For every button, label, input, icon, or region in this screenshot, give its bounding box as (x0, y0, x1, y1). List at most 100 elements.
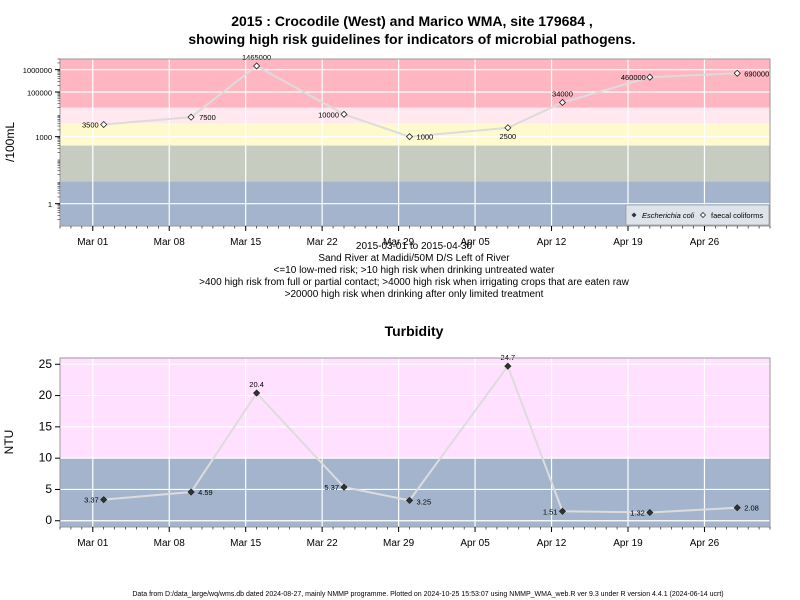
legend-fc-marker (699, 211, 707, 219)
data-label: 690000 (744, 69, 769, 78)
data-point (558, 507, 567, 515)
data-label: 3.37 (84, 496, 99, 505)
data-label: 1000 (417, 133, 434, 142)
caption-guideline-3: >20000 high risk when drinking after onl… (285, 289, 544, 300)
data-point (504, 124, 512, 132)
microbial-x-ticks: Mar 01 Mar 08 Mar 15 Mar 22 Mar 29 Apr 05 Apr … (59, 226, 771, 248)
chart-title-line2: showing high risk guidelines for indicat… (188, 31, 635, 47)
data-label: 7500 (199, 113, 216, 122)
data-label: 2500 (500, 132, 517, 141)
data-point (646, 508, 654, 517)
microbial-plot-frame (59, 58, 771, 227)
data-label: 1.51 (543, 507, 558, 516)
microbial-y-ticks: 1000000 100000 1000 1 (23, 58, 60, 220)
data-point (100, 496, 108, 504)
turbidity-plot-frame (59, 357, 771, 528)
x-tick-label: Mar 08 (154, 538, 186, 549)
risk-band-3 (60, 107, 770, 124)
data-label: 460000 (621, 73, 646, 82)
data-point (253, 389, 261, 397)
x-tick-label: Apr 05 (460, 538, 490, 549)
risk-band-1 (60, 358, 770, 459)
legend-ecoli-marker (631, 212, 637, 218)
chart-title-line1: 2015 : Crocodile (West) and Marico WMA, … (231, 13, 593, 29)
x-tick-label: Mar 22 (307, 237, 339, 248)
x-tick-label: Mar 15 (230, 237, 262, 248)
y-tick-label: 10 (39, 451, 53, 465)
x-tick-label: Apr 05 (460, 237, 490, 248)
data-label: 3.25 (417, 497, 432, 506)
data-point (558, 98, 567, 107)
caption-date-range: 2015-03-01 to 2015-04-30 (356, 241, 473, 252)
legend-box (625, 204, 770, 226)
caption-guideline-2: >400 high risk from full or partial cont… (199, 277, 629, 288)
turbidity-title: Turbidity (385, 323, 444, 339)
turbidity-grid (60, 358, 770, 527)
x-tick-label: Apr 12 (537, 538, 567, 549)
microbial-grid (60, 59, 770, 226)
x-tick-label: Mar 15 (230, 538, 262, 549)
y-tick-label: 15 (39, 419, 53, 433)
turbidity-y-axis-label: NTU (2, 430, 16, 455)
x-tick-label: Mar 01 (77, 237, 109, 248)
turbidity-y-ticks: 0 5 10 15 20 25 (39, 357, 60, 527)
data-point (187, 113, 195, 121)
x-tick-label: Mar 01 (77, 538, 109, 549)
y-tick-label: 1000000 (23, 66, 52, 75)
legend-fc-label: faecal coliforms (711, 211, 763, 220)
data-label: 2.08 (744, 504, 759, 513)
risk-band-2 (60, 123, 770, 146)
data-label: 10000 (318, 110, 339, 119)
microbial-data-labels: 3500 7500 1465000 10000 1000 2500 34000 460000 6… (82, 53, 769, 142)
caption-guideline-1: <=10 low-med risk; >10 high risk when dr… (274, 265, 556, 276)
y-tick-label: 5 (45, 482, 52, 496)
y-tick-label: 1000 (35, 133, 52, 142)
x-tick-label: Mar 29 (383, 538, 415, 549)
microbial-caption: 2015-03-01 to 2015-04-30 Sand River at M… (199, 241, 629, 300)
x-tick-label: Apr 19 (613, 538, 643, 549)
data-point (733, 504, 741, 512)
x-tick-label: Mar 29 (383, 237, 415, 248)
risk-band-4 (60, 59, 770, 108)
y-tick-label: 1 (48, 200, 52, 209)
x-tick-label: Mar 22 (307, 538, 339, 549)
microbial-y-axis-label: /100mL (3, 122, 17, 162)
x-tick-label: Apr 26 (690, 538, 720, 549)
y-tick-label: 100000 (27, 88, 52, 97)
microbial-points (100, 62, 741, 141)
x-tick-label: Apr 26 (690, 237, 720, 248)
turbidity-x-ticks: Mar 01 Mar 08 Mar 15 Mar 22 Mar 29 Apr 05 Apr … (59, 527, 771, 549)
x-tick-label: Apr 12 (537, 237, 567, 248)
data-point (100, 120, 108, 129)
y-tick-label: 20 (39, 388, 53, 402)
data-point (504, 362, 512, 370)
data-point (646, 73, 654, 81)
x-tick-label: Apr 19 (613, 237, 643, 248)
data-label: 1465000 (242, 53, 271, 62)
turbidity-risk-bands (60, 358, 770, 527)
data-label: 3500 (82, 121, 99, 130)
turbidity-points (100, 362, 741, 517)
risk-band-1 (60, 145, 770, 182)
data-point (187, 488, 195, 496)
data-label: 34000 (552, 89, 573, 98)
data-point (253, 62, 261, 70)
data-label: 20.4 (249, 380, 264, 389)
data-label: 5.37 (324, 483, 339, 492)
microbial-legend: Escherichia coli faecal coliforms (625, 204, 770, 226)
y-tick-label: 0 (45, 513, 52, 527)
x-tick-label: Mar 08 (154, 237, 186, 248)
caption-site: Sand River at Madidi/50M D/S Left of Riv… (318, 253, 510, 264)
data-label: 1.32 (630, 508, 645, 517)
data-label: 4.59 (198, 488, 213, 497)
data-point (340, 483, 348, 491)
data-point (733, 69, 741, 77)
data-point (340, 110, 348, 118)
y-tick-label: 25 (39, 357, 53, 371)
data-point (405, 496, 414, 504)
data-point (405, 133, 414, 141)
microbial-panel: 3500 7500 1465000 10000 1000 2500 34000 460000 6… (3, 53, 771, 300)
footer-note: Data from D:/data_large/wq/wms.db dated … (132, 591, 723, 598)
